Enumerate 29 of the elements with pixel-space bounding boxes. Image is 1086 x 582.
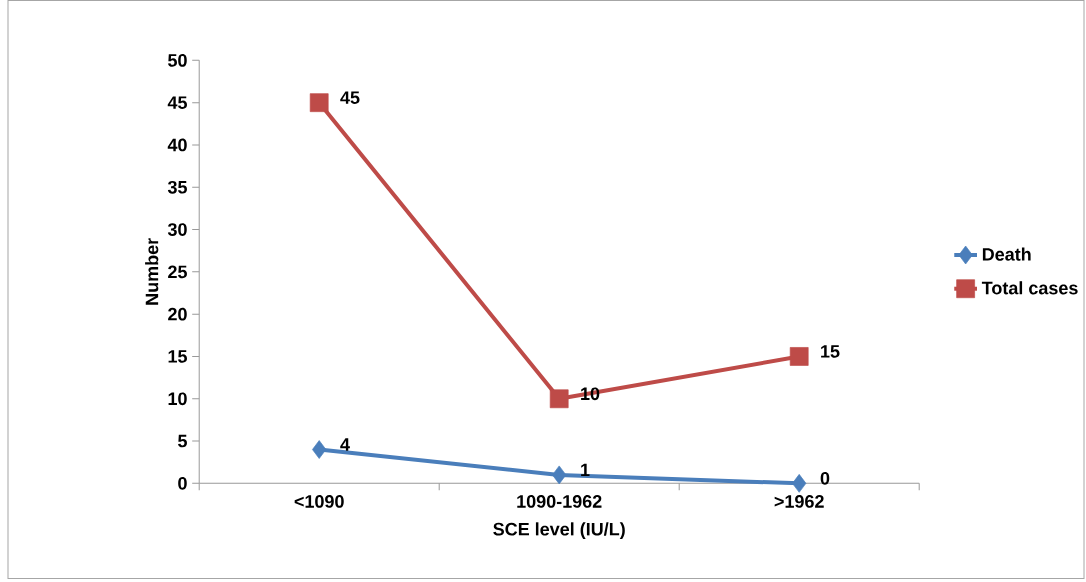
y-tick-label: 25 xyxy=(168,265,187,279)
x-tick-label: >1962 xyxy=(774,495,824,509)
y-tick-label: 10 xyxy=(168,392,187,406)
legend-label: Death xyxy=(982,247,1031,261)
y-tick-label: 5 xyxy=(178,435,187,448)
y-tick-label: 30 xyxy=(167,223,187,237)
point xyxy=(312,440,327,460)
data-label: 15 xyxy=(821,345,840,358)
data-label: 45 xyxy=(340,91,360,105)
y-tick-label: 35 xyxy=(167,181,187,194)
x-tick-label: 1090-1962 xyxy=(517,495,602,509)
legend-label: Total cases xyxy=(981,281,1078,295)
point xyxy=(789,347,809,367)
point xyxy=(549,389,569,409)
y-tick-label: 0 xyxy=(178,477,187,490)
y-tick-label: 40 xyxy=(167,138,187,152)
point xyxy=(792,474,807,493)
data-label: 4 xyxy=(340,438,350,451)
y-tick-label: 50 xyxy=(168,54,187,67)
x-tick-label: <1090 xyxy=(294,495,344,509)
y-tick-label: 45 xyxy=(167,96,187,110)
y-tick-label: 20 xyxy=(168,308,187,321)
x-axis-title: SCE level (IU/L) xyxy=(493,522,625,540)
data-label: 1 xyxy=(581,463,590,477)
point xyxy=(552,465,567,485)
point xyxy=(309,93,329,113)
y-axis-title: Number xyxy=(145,238,159,305)
y-tick-label: 15 xyxy=(168,350,187,363)
data-label: 0 xyxy=(820,472,830,485)
